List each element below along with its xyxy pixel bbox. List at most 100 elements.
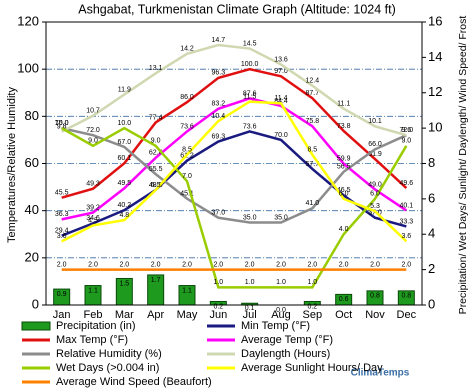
value-label: 13.6 <box>274 56 288 63</box>
value-label: 10.7 <box>86 108 100 115</box>
value-label: 9.6 <box>401 127 411 134</box>
value-label: 29.4 <box>55 228 69 235</box>
value-label: 75.8 <box>306 118 320 125</box>
value-label: 1.1 <box>182 287 192 294</box>
value-label: 2.0 <box>307 261 317 268</box>
value-label: 0.2 <box>307 303 317 310</box>
value-label: 2.0 <box>245 261 255 268</box>
value-label: 66.0 <box>368 141 382 148</box>
value-label: 40.1 <box>400 202 414 209</box>
value-label: 72.0 <box>86 127 100 134</box>
x-tick-label: Dec <box>397 309 417 321</box>
value-label: 1.7 <box>151 277 161 284</box>
value-label: 37.0 <box>212 210 226 217</box>
legend-label: Average Wind Speed (Beaufort) <box>56 376 212 388</box>
y-tick-label: 40 <box>25 202 39 217</box>
value-label: 5.3 <box>370 203 380 210</box>
x-tick-label: Nov <box>365 309 385 321</box>
value-label: 48.8 <box>149 182 163 189</box>
value-label: 1.1 <box>88 287 98 294</box>
value-label: 40.2 <box>118 202 132 209</box>
value-label: 0.1 <box>245 305 255 312</box>
value-label: 35.0 <box>274 214 288 221</box>
value-label: 49.6 <box>400 180 414 187</box>
value-label: 14.2 <box>180 46 194 53</box>
value-label: 10.1 <box>368 118 382 125</box>
value-label: 39.2 <box>86 204 100 211</box>
value-label: 87.7 <box>306 90 320 97</box>
value-label: 56.5 <box>337 164 351 171</box>
y2-tick-label: 10 <box>428 120 442 135</box>
y-axis-label: Temperatures/Relative Humidity <box>6 87 18 243</box>
value-label: 3.6 <box>57 233 67 240</box>
value-label: 35.0 <box>243 214 257 221</box>
x-tick-label: Apr <box>147 309 164 321</box>
value-label: 2.0 <box>182 261 192 268</box>
value-label: 2.0 <box>151 261 161 268</box>
value-label: 2.0 <box>401 261 411 268</box>
line <box>61 126 407 224</box>
legend-label: Max Temp (°F) <box>56 334 128 346</box>
value-label: 67.0 <box>118 139 132 146</box>
y-tick-label: 20 <box>25 249 39 264</box>
legend-label: Precipitation (in) <box>56 320 135 332</box>
value-label: 14.7 <box>212 37 226 44</box>
value-label: 8.5 <box>307 147 317 154</box>
value-label: 2.0 <box>339 261 349 268</box>
value-label: 12.4 <box>306 78 320 85</box>
value-label: 49.3 <box>86 181 100 188</box>
y2-tick-label: 12 <box>428 84 442 99</box>
y-tick-label: 120 <box>17 13 39 28</box>
x-tick-label: Aug <box>271 309 291 321</box>
y2-axis-label: Precipitation/ Wet Days/ Sunlight/ Dayle… <box>457 16 469 315</box>
credit: ClimaTemps <box>351 368 410 379</box>
value-label: 97.0 <box>274 68 288 75</box>
y2-tick-label: 16 <box>428 13 442 28</box>
value-label: 1.0 <box>245 279 255 286</box>
y2-tick-label: 4 <box>428 226 435 241</box>
value-label: 100.0 <box>241 61 259 68</box>
plot-frame <box>45 21 423 306</box>
value-label: 37.0 <box>368 210 382 217</box>
value-label: 75.0 <box>55 120 69 127</box>
y2-tick-label: 6 <box>428 190 435 205</box>
y2-tick-label: 0 <box>428 296 435 311</box>
value-label: 49.5 <box>118 180 132 187</box>
value-label: 10.0 <box>118 120 132 127</box>
value-label: 2.0 <box>119 261 129 268</box>
value-label: 1.0 <box>307 279 317 286</box>
value-label: 4.5 <box>88 217 98 224</box>
value-label: 10.0 <box>55 120 69 127</box>
value-label: 73.8 <box>337 123 351 130</box>
line <box>61 130 407 237</box>
value-label: 1.5 <box>119 280 129 287</box>
line <box>61 67 408 199</box>
chart-title: Ashgabat, Turkmenistan Climate Graph (Al… <box>78 2 396 16</box>
value-label: 1.0 <box>213 279 223 286</box>
value-label: 70.0 <box>274 132 288 139</box>
legend-swatch <box>21 321 51 331</box>
value-label: 83.2 <box>212 101 226 108</box>
value-label: 73.6 <box>243 123 257 130</box>
value-label: 45.1 <box>180 190 194 197</box>
value-label: 3.6 <box>401 233 411 240</box>
value-label: 9.0 <box>401 138 411 145</box>
value-label: 2.0 <box>276 261 286 268</box>
value-label: 34.6 <box>86 215 100 222</box>
legend-label: Daylength (Hours) <box>241 348 330 360</box>
legend-label: Min Temp (°F) <box>241 320 310 332</box>
x-tick-label: Oct <box>335 309 352 321</box>
value-label: 13.1 <box>149 65 163 72</box>
value-label: 4.0 <box>339 226 349 233</box>
value-label: 0.8 <box>401 293 411 300</box>
value-label: 72.0 <box>400 127 414 134</box>
value-label: 9.8 <box>57 124 67 131</box>
y2-tick-label: 8 <box>428 155 435 170</box>
value-label: 0.0 <box>276 307 286 314</box>
y-tick-label: 0 <box>32 296 39 311</box>
value-label: 61.9 <box>368 151 382 158</box>
value-label: 49.0 <box>368 181 382 188</box>
value-label: 11.5 <box>243 93 256 100</box>
value-label: 0.6 <box>339 296 349 303</box>
